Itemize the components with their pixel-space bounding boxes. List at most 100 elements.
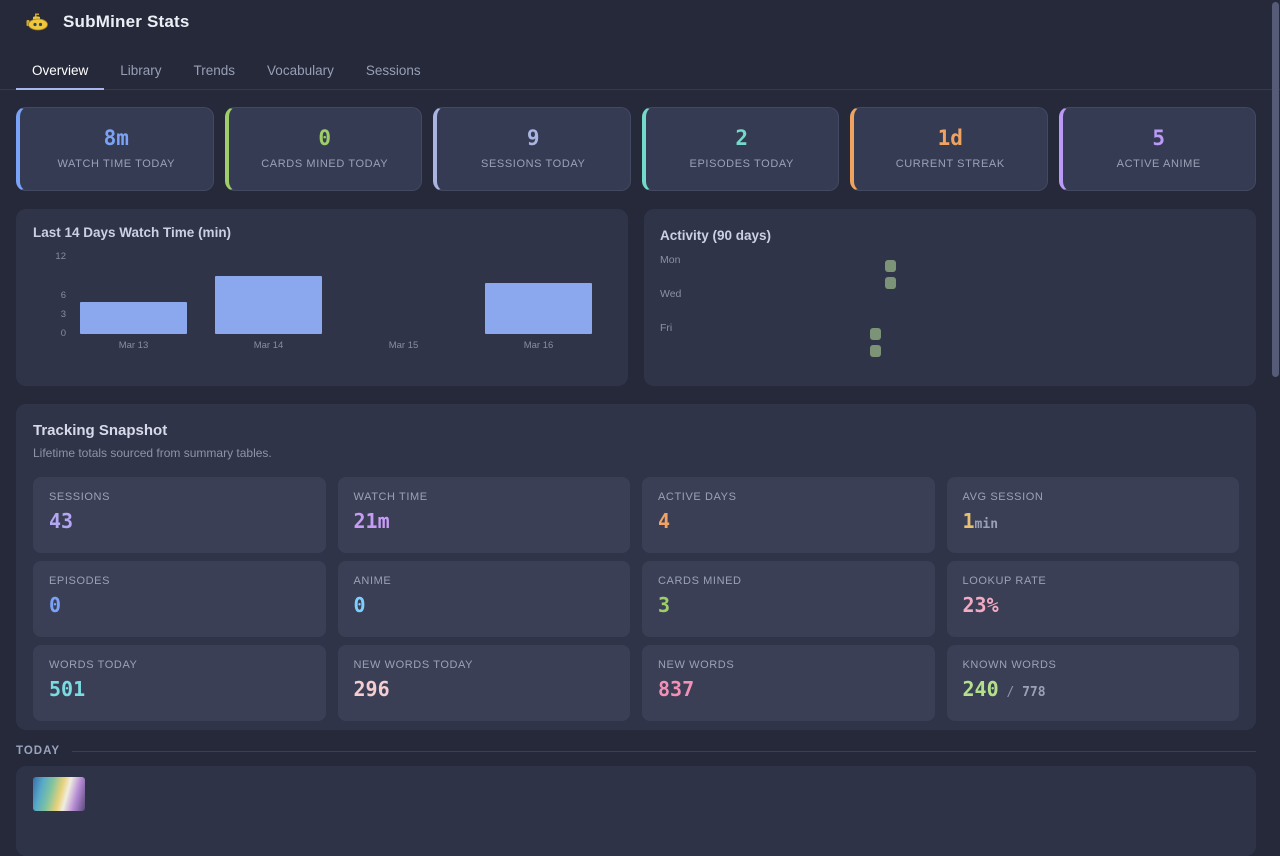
heatmap-row-label: Wed [660,288,682,300]
tab-sessions[interactable]: Sessions [350,53,437,90]
stat-card-watch-time-today: 8m WATCH TIME TODAY [16,107,214,191]
tracking-cell-value: 240 / 778 [963,679,1224,699]
tracking-cell-value: 0 [49,595,310,615]
tracking-cell-new-words: NEW WORDS 837 [642,645,935,721]
tracking-cell-label: AVG SESSION [962,491,1044,503]
tracking-cell-value: 0 [354,595,615,615]
bar-mar-16 [485,282,592,334]
y-axis-tick: 3 [60,308,66,320]
tracking-cell-label: LOOKUP RATE [962,575,1047,587]
submarine-icon [26,13,48,31]
tracking-value-suffix: 778 [1022,685,1046,700]
stat-label: EPISODES TODAY [689,158,794,170]
tracking-cell-label: EPISODES [49,575,111,587]
today-divider [72,750,1256,752]
bar-mar-13 [80,301,187,334]
heatmap-title: Activity (90 days) [660,228,772,243]
bar-chart-title: Last 14 Days Watch Time (min) [33,225,232,240]
stat-label: CURRENT STREAK [895,158,1005,170]
stat-value: 2 [735,126,749,150]
tracking-title: Tracking Snapshot [33,422,168,439]
tracking-cell-avg-session: AVG SESSION 1min [946,477,1239,553]
tracking-value-number: 296 [353,677,390,701]
tracking-value-number: 240 [962,677,999,701]
tracking-cell-value: 837 [658,679,919,699]
stat-value: 9 [526,126,540,150]
tracking-cell-value: 21m [354,511,615,531]
tab-bar: Overview Library Trends Vocabulary Sessions [0,53,1280,90]
today-label: TODAY [16,745,60,757]
tab-vocabulary[interactable]: Vocabulary [251,53,350,90]
app-title: SubMiner Stats [63,12,190,31]
tracking-cell-label: WORDS TODAY [49,659,138,671]
x-axis-label: Mar 13 [118,340,149,351]
stat-value: 0 [318,126,332,150]
tracking-value-number: 4 [658,509,671,533]
tracking-cell-words-today: WORDS TODAY 501 [33,645,326,721]
tracking-cell-value: 43 [49,511,310,531]
tracking-cell-value: 1min [963,511,1224,531]
tracking-cell-label: WATCH TIME [353,491,428,503]
tracking-cell-lookup-rate: LOOKUP RATE 23% [946,561,1239,637]
stat-label: CARDS MINED TODAY [261,158,389,170]
tracking-cell-value: 296 [354,679,615,699]
tracking-cell-known-words: KNOWN WORDS 240 / 778 [946,645,1239,721]
watch-time-chart-panel: Last 14 Days Watch Time (min) 0 3 6 12 Mar 1… [16,209,628,386]
bar-mar-14 [215,276,322,334]
tab-overview[interactable]: Overview [16,53,105,90]
tracking-value-number: 21m [353,509,390,533]
scrollbar[interactable] [1271,0,1280,800]
heatmap-row-label: Mon [660,254,681,266]
tab-library[interactable]: Library [104,53,177,90]
today-section-header: TODAY [16,745,1256,757]
x-axis-label: Mar 14 [253,340,284,351]
tracking-value-number: 3 [658,593,671,617]
heatmap-row-label: Fri [660,322,673,334]
stat-cards-row: 8m WATCH TIME TODAY 0 CARDS MINED TODAY 9 SES… [16,107,1256,191]
stat-card-episodes-today: 2 EPISODES TODAY [641,107,839,191]
tracking-value-number: 23% [962,593,999,617]
tracking-value-number: 43 [49,509,74,533]
tracking-cell-watch-time: WATCH TIME 21m [337,477,630,553]
y-axis-tick: 12 [55,251,66,262]
tracking-cell-label: ANIME [353,575,392,587]
scrollbar-thumb[interactable] [1272,2,1279,377]
charts-row: Last 14 Days Watch Time (min) 0 3 6 12 Mar 1… [16,209,1256,386]
tracking-cell-sessions: SESSIONS 43 [33,477,326,553]
tracking-value-number: 501 [49,677,86,701]
episode-thumbnail [33,777,85,811]
tracking-value-separator: / [998,685,1023,700]
tracking-cell-cards-mined: CARDS MINED 3 [642,561,935,637]
tracking-value-suffix: min [974,517,999,532]
x-axis-label: Mar 15 [388,340,419,351]
heatmap-cell [885,277,896,289]
today-session-card[interactable] [16,766,1256,856]
app-header: SubMiner Stats [26,12,190,32]
tab-trends[interactable]: Trends [178,53,252,90]
tracking-cell-label: ACTIVE DAYS [658,491,737,503]
tracking-cell-value: 4 [658,511,919,531]
tracking-cell-label: KNOWN WORDS [962,659,1057,671]
tracking-cell-new-words-today: NEW WORDS TODAY 296 [337,645,630,721]
tracking-cell-anime: ANIME 0 [337,561,630,637]
tracking-cell-label: SESSIONS [49,491,111,503]
tracking-cell-episodes: EPISODES 0 [33,561,326,637]
tracking-cell-label: NEW WORDS [658,659,735,671]
heatmap-cell [870,345,881,357]
stat-card-sessions-today: 9 SESSIONS TODAY [433,107,631,191]
tracking-value-number: 1 [962,509,975,533]
tracking-cell-label: CARDS MINED [658,575,742,587]
activity-heatmap-panel: Activity (90 days) Mon Wed Fri [644,209,1256,386]
tracking-value-number: 0 [49,593,62,617]
tracking-grid: SESSIONS 43 WATCH TIME 21m ACTIVE DAYS 4 AVG S… [33,477,1239,721]
tracking-cell-active-days: ACTIVE DAYS 4 [642,477,935,553]
stat-value: 5 [1152,126,1166,150]
stat-card-active-anime: 5 ACTIVE ANIME [1058,107,1256,191]
tracking-value-number: 0 [353,593,366,617]
stat-value: 8m [103,126,129,150]
stat-label: SESSIONS TODAY [481,158,586,170]
tracking-value-number: 837 [658,677,695,701]
tracking-cell-value: 23% [963,595,1224,615]
stat-value: 1d [937,126,963,150]
